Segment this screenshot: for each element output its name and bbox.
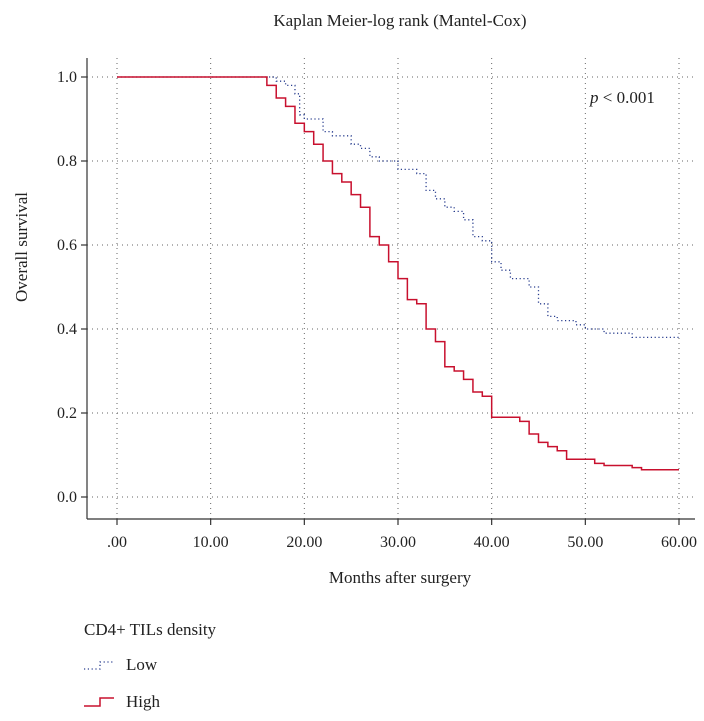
x-tick-label: 50.00: [567, 534, 603, 551]
x-tick-label: 10.00: [193, 534, 229, 551]
x-tick-label: 20.00: [286, 534, 322, 551]
p-value-annotation: p < 0.001: [589, 88, 655, 107]
x-tick-label: 30.00: [380, 534, 416, 551]
series-line-high: [117, 76, 679, 471]
legend-label-high: High: [126, 692, 161, 711]
y-axis-label: Overall survival: [12, 192, 31, 302]
p-value-symbol: p: [589, 88, 599, 107]
legend-swatch-high: [84, 697, 114, 707]
x-axis-label: Months after surgery: [329, 568, 472, 587]
y-ticks: 0.0 0.2 0.4 0.6 0.8 1.0: [57, 69, 87, 506]
x-ticks: .00 10.00 20.00 30.00 40.00 50.00 60.00: [107, 519, 697, 551]
p-value-text: < 0.001: [599, 88, 655, 107]
x-tick-label: 40.00: [474, 534, 510, 551]
y-tick-label: 0.8: [57, 153, 77, 170]
chart-title: Kaplan Meier-log rank (Mantel-Cox): [273, 11, 526, 30]
gridlines: [87, 58, 695, 519]
y-tick-label: 1.0: [57, 69, 77, 86]
y-tick-label: 0.2: [57, 405, 77, 422]
legend-swatch-low: [84, 661, 114, 670]
y-tick-label: 0.0: [57, 489, 77, 506]
x-tick-label: .00: [107, 534, 127, 551]
series-line-low: [117, 76, 679, 339]
y-tick-label: 0.6: [57, 237, 77, 254]
y-tick-label: 0.4: [57, 321, 77, 338]
legend-entry-low: Low: [84, 655, 158, 674]
x-tick-label: 60.00: [661, 534, 697, 551]
legend-title: CD4+ TILs density: [84, 620, 217, 639]
legend-entry-high: High: [84, 692, 161, 711]
legend-label-low: Low: [126, 655, 158, 674]
series-layer: [117, 76, 679, 471]
